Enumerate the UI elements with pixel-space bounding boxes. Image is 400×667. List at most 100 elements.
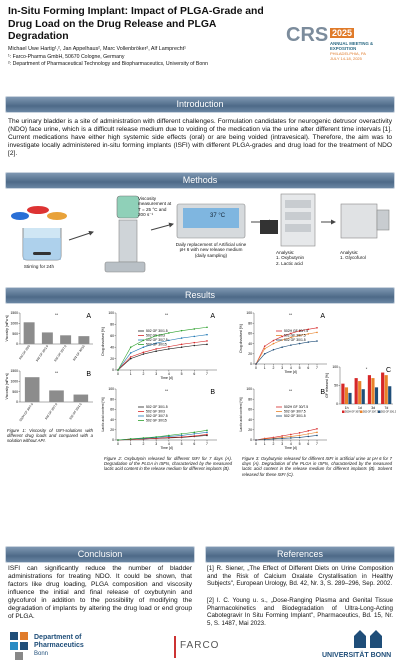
y-tick-label: 40 [248, 342, 252, 346]
line [255, 435, 318, 441]
legend-label: 502 GF 30/1.5 [284, 338, 306, 342]
point [193, 335, 196, 338]
analysis-hplc: Analysis: 1. Oxybutynin 2. Lactic acid [276, 250, 316, 266]
point [316, 431, 318, 434]
x-tick-label: 3 [281, 366, 283, 370]
y-tick-label: 60 [248, 408, 252, 412]
x-tick-label: 3 [155, 372, 157, 376]
university-logo: UNIVERSITÄT BONN [322, 652, 392, 659]
y-tick-label: 0 [250, 362, 252, 366]
significance: * [366, 366, 368, 371]
x-tick-label: 6 [307, 442, 309, 446]
section-heading: Methods [5, 172, 395, 189]
point [180, 433, 183, 435]
x-tick-label: 1 [264, 366, 266, 370]
bar [384, 375, 388, 404]
analysis-line: Analysis: [340, 250, 359, 255]
y-tick-label: 100 [246, 311, 252, 315]
line [117, 340, 208, 371]
y-tick-label: 1000 [10, 380, 18, 384]
x-tick-label: 1 [264, 442, 266, 446]
x-tick-label: 6 [193, 442, 195, 446]
significance: ** [165, 312, 169, 317]
analysis-line: 1. Oxybutynin [276, 255, 305, 261]
x-tick-label: 6 [307, 366, 309, 370]
point [307, 430, 310, 432]
figure-caption: Figure 2: Oxybutynin released for differ… [104, 456, 232, 472]
farco-logo: FARCO [180, 640, 220, 651]
point [180, 346, 183, 348]
y-tick-label: 100 [108, 311, 114, 315]
point [298, 330, 301, 332]
x-tick-label: 502H GF 30/7.5 [18, 402, 34, 422]
legend-label: 502 GF 30/7.5 [146, 338, 168, 342]
bar [348, 392, 352, 404]
bar [49, 390, 64, 402]
bar [24, 377, 40, 402]
point [129, 438, 132, 440]
point [193, 341, 196, 344]
section-heading: References [205, 546, 395, 563]
point [206, 431, 208, 434]
panel-label: B [320, 389, 325, 396]
analysis-gc: Analysis: 1. Glycofurol [340, 250, 380, 261]
farco-mark [174, 636, 176, 658]
panel-label: B [210, 389, 215, 396]
method-step: Daily replacement of Artificial urine pH… [175, 242, 247, 258]
legend-label: 502 GF 30/7.5 [284, 334, 306, 338]
line [117, 326, 208, 371]
y-tick-label: 80 [248, 321, 252, 325]
component-label: Glycofurol [48, 203, 66, 207]
point [290, 332, 292, 335]
legend-swatch [360, 410, 363, 413]
y-tick-label: 40 [248, 418, 252, 422]
point [281, 335, 283, 338]
significance: ** [165, 388, 169, 393]
x-tick-label: 502 GF 30/15 [72, 344, 86, 362]
point [263, 438, 266, 441]
point [117, 369, 119, 371]
point [168, 434, 170, 437]
point [155, 436, 157, 438]
point [281, 346, 283, 348]
x-tick-label: 502 GF 30/0 [18, 344, 31, 360]
reference: [2] I. C. Young u. s., „Dose-Ranging Pla… [207, 597, 393, 627]
x-tick-label: 0 [255, 366, 257, 370]
point [142, 353, 145, 355]
x-tick-label: 5 [299, 366, 301, 370]
y-axis-label: Viscosity [mPa·s] [5, 373, 9, 399]
legend-label: 502 GF 30/15 [146, 419, 167, 423]
point [307, 341, 310, 343]
figure-caption: Figure 1: Viscosity of ISFI-solutions wi… [7, 428, 93, 444]
conference-year: 2025 [330, 28, 355, 38]
point [255, 363, 257, 365]
x-tick-label: 3 [281, 442, 283, 446]
bar [367, 375, 372, 404]
legend-label: 502H GF 30/7.5 [345, 411, 363, 414]
point [281, 435, 283, 437]
point [180, 329, 183, 332]
chart: 0 20 40 60 80 100 Lactic acid content [%] B ** 0 1… [101, 387, 217, 450]
conference-dates: JULY 14-18, 2025 [330, 56, 362, 61]
point [298, 432, 301, 434]
bar [374, 387, 379, 404]
affiliation: ²: Department of Pharmaceutical Technolo… [8, 61, 209, 67]
panel-label: A [210, 313, 215, 320]
line [117, 430, 208, 441]
y-tick-label: 0 [336, 402, 338, 406]
point [307, 333, 310, 335]
x-tick-label: 7d [384, 406, 388, 410]
point [307, 328, 310, 331]
y-tick-label: 50 [334, 384, 338, 388]
section-heading: Results [5, 287, 395, 304]
conference-place: PHILADELPHIA, PA [330, 51, 366, 56]
x-tick-label: 3 [155, 442, 157, 446]
y-tick-label: 60 [248, 332, 252, 336]
conference-event: ANNUAL MEETING & EXPOSITION [330, 41, 374, 51]
introduction-text: The urinary bladder is a site of adminis… [8, 118, 392, 157]
point [206, 429, 208, 432]
figure-caption: Figure 3: Oxybutynin released for differ… [242, 456, 392, 477]
legend-label: 502 GF 30/1.5 [381, 411, 396, 414]
x-tick-label: 2 [272, 366, 274, 370]
